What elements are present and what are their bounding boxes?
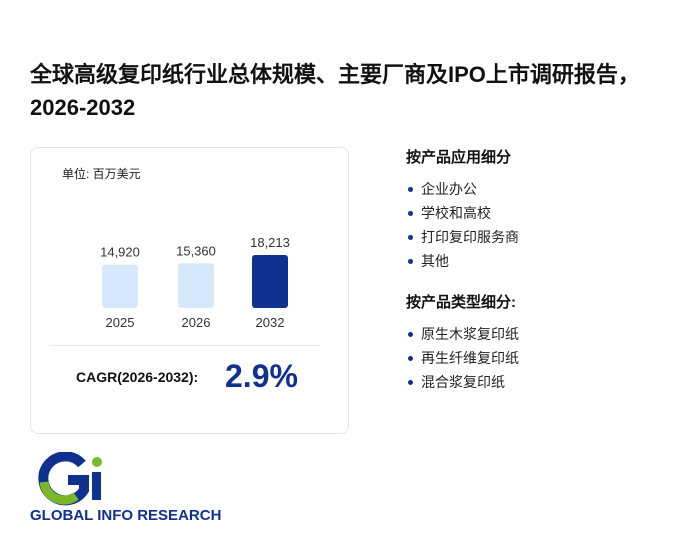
section-list: 企业办公 学校和高校 打印复印服务商 其他 — [406, 177, 686, 273]
section-item: 学校和高校 — [406, 201, 686, 225]
section-list: 原生木浆复印纸 再生纤维复印纸 混合浆复印纸 — [406, 322, 686, 394]
value-label: 18,213 — [250, 235, 290, 250]
value-label: 14,920 — [100, 245, 140, 260]
category-label: 2032 — [256, 315, 285, 330]
value-label: 15,360 — [176, 243, 216, 258]
section-item: 原生木浆复印纸 — [406, 322, 686, 346]
logo-text: GLOBAL INFO RESEARCH — [30, 507, 222, 524]
section-item: 混合浆复印纸 — [406, 370, 686, 394]
bar — [252, 255, 288, 308]
bar — [178, 263, 214, 308]
logo-dot — [92, 457, 102, 467]
section-item: 再生纤维复印纸 — [406, 346, 686, 370]
cagr-value: 2.9% — [225, 358, 298, 394]
category-label: 2026 — [182, 315, 211, 330]
unit-label: 单位: 百万美元 — [62, 167, 141, 181]
category-label: 2025 — [106, 315, 135, 330]
cagr-label: CAGR(2026-2032): — [76, 369, 199, 385]
section-item: 打印复印服务商 — [406, 225, 686, 249]
logo-i — [92, 472, 101, 500]
divider — [50, 345, 320, 346]
section-item: 企业办公 — [406, 177, 686, 201]
logo: GLOBAL INFO RESEARCH — [30, 451, 240, 532]
section-heading: 按产品类型细分: — [406, 294, 516, 311]
section-item: 其他 — [406, 249, 686, 273]
bar — [102, 264, 138, 308]
card — [30, 147, 349, 434]
segments: 按产品应用细分企业办公 学校和高校 打印复印服务商 其他按产品类型细分: 原生木浆复印纸… — [406, 146, 686, 412]
section-heading: 按产品应用细分 — [406, 149, 512, 166]
logo-mark — [38, 451, 102, 506]
logo-swoosh — [39, 481, 79, 505]
chart: 14,920 2025 15,360 2026 18,213 2032 — [100, 235, 290, 330]
title: 全球高级复印纸行业总体规模、主要厂商及IPO上市调研报告，2026-2032 — [30, 62, 640, 120]
